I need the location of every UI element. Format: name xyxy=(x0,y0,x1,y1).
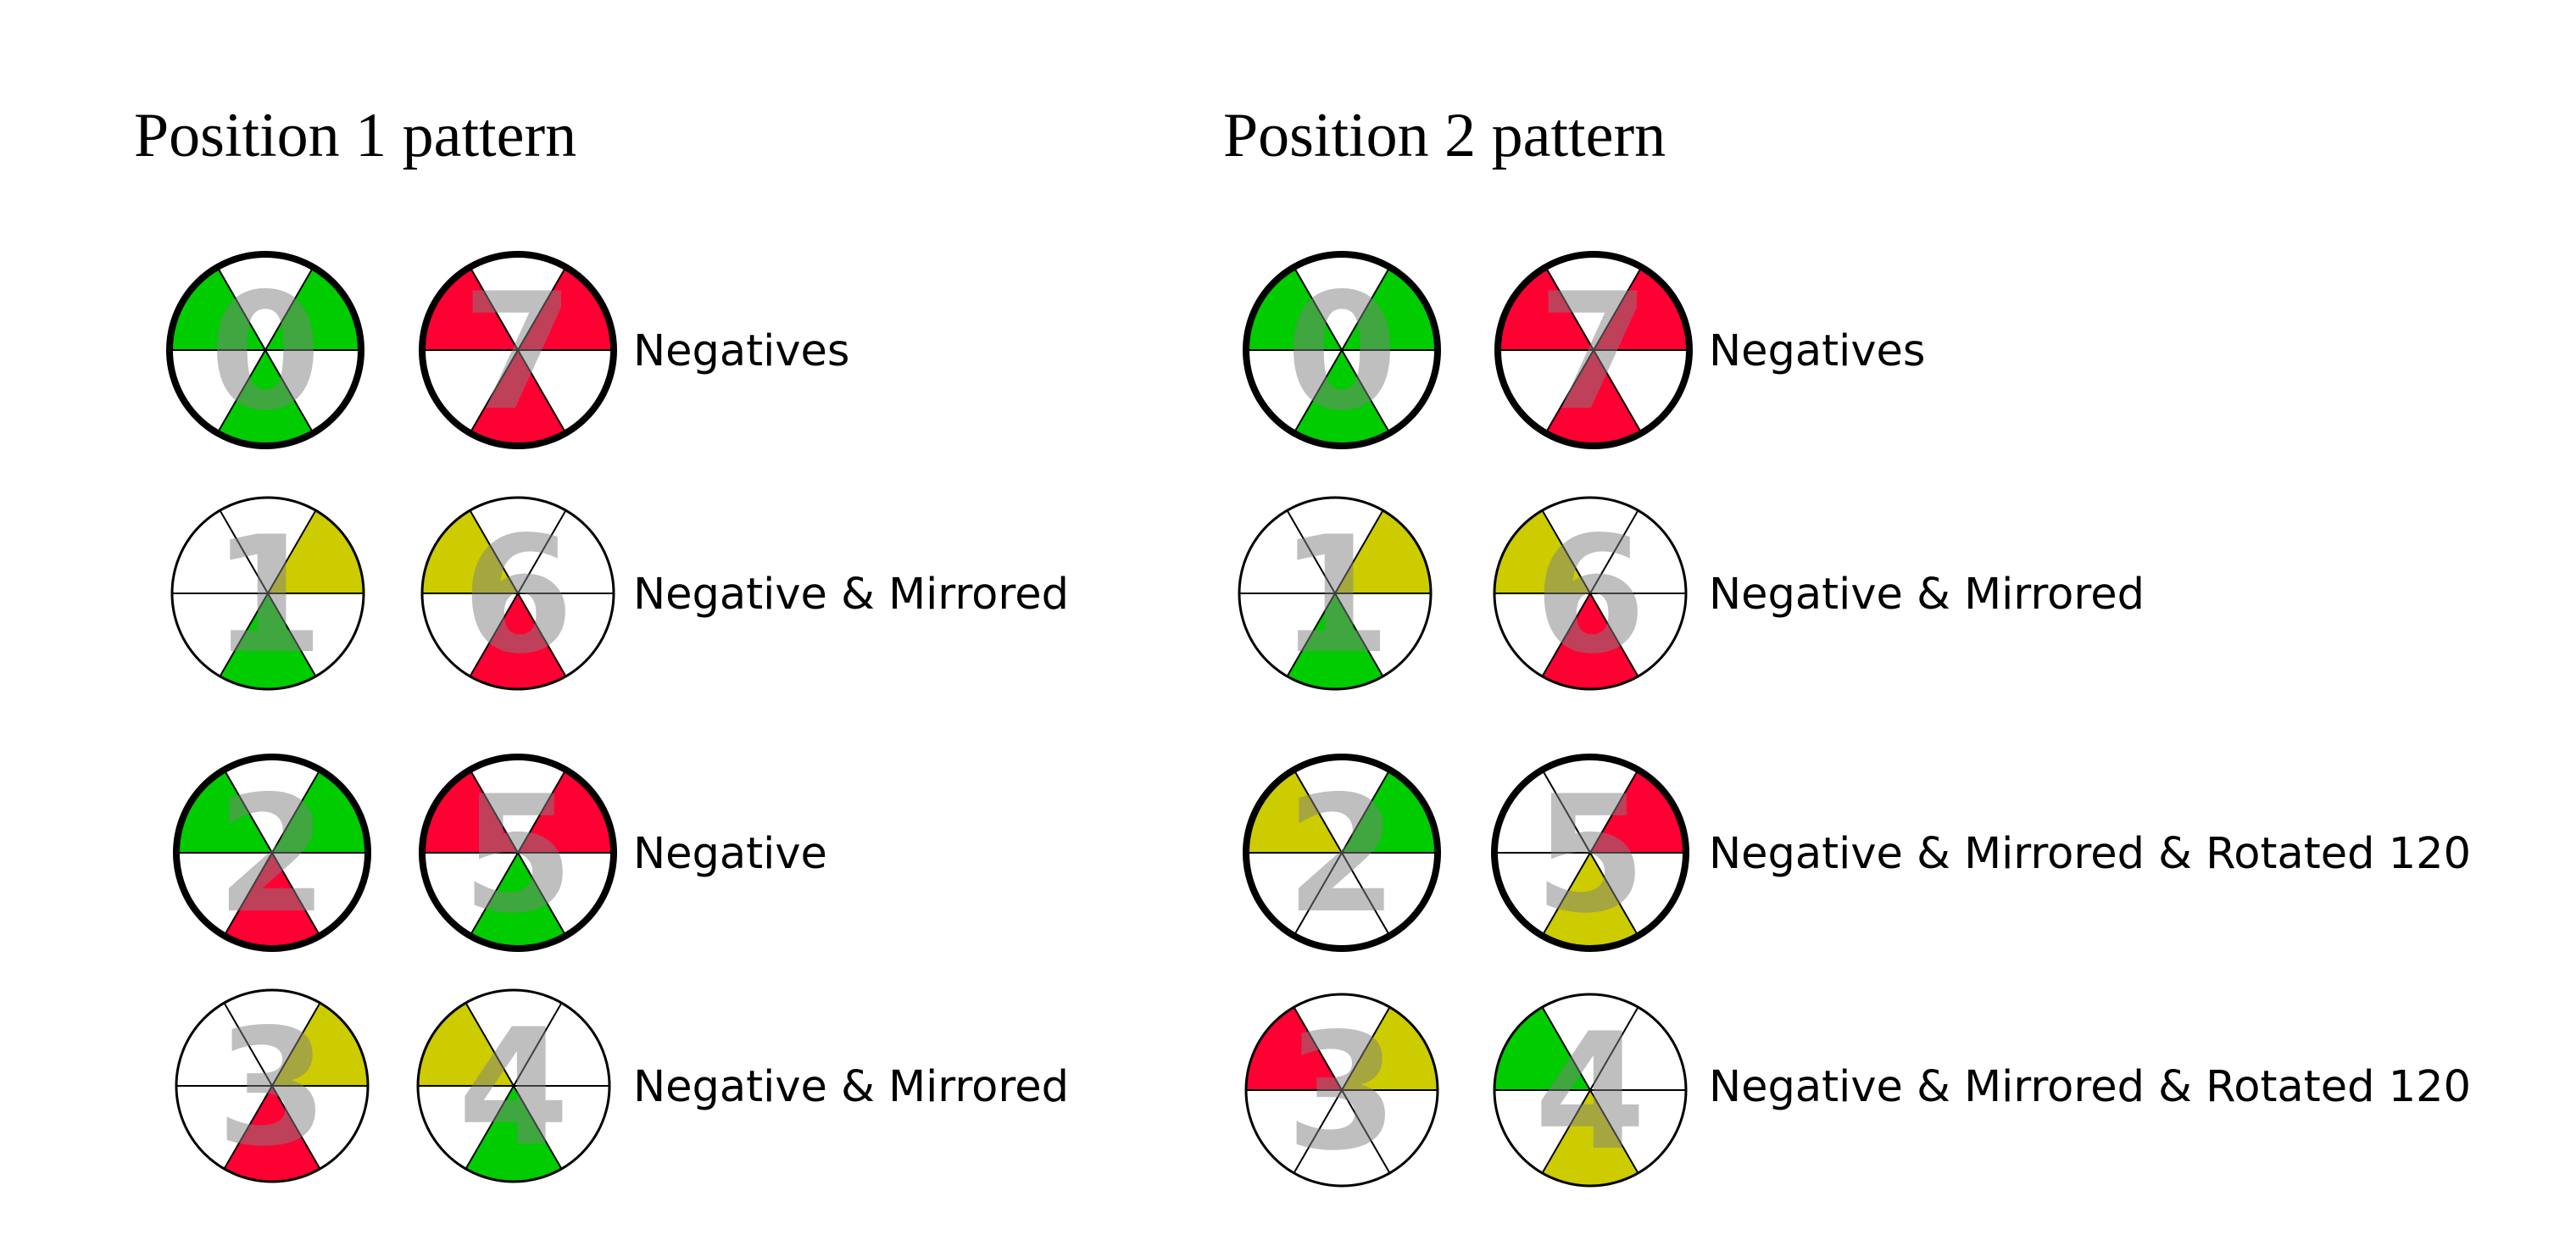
icon-3: 3 xyxy=(175,988,370,1183)
wheel-rim xyxy=(1491,754,1689,952)
sector-red xyxy=(224,853,320,949)
icon-3: 3 xyxy=(1244,993,1439,1188)
spoke-line xyxy=(1293,769,1391,937)
icon-1: 1 xyxy=(1238,496,1433,691)
wheel-digit: 0 xyxy=(209,259,321,446)
row-label: Negatives xyxy=(633,326,849,376)
row-2: 1 6 Negative & Mirrored xyxy=(1238,496,2145,691)
row-2: 1 6 Negative & Mirrored xyxy=(170,496,1069,691)
icon-2: 2 xyxy=(1243,754,1441,952)
wheel-rim xyxy=(419,251,617,449)
wheel-rim xyxy=(1244,993,1439,1188)
spoke-line xyxy=(1293,266,1391,434)
wheel-rim xyxy=(419,754,617,952)
icon-0: 0 xyxy=(166,251,364,449)
row-1: 0 7 Negatives xyxy=(1243,251,1925,449)
sector-yellow xyxy=(1542,853,1639,949)
sector-red xyxy=(1545,350,1642,446)
sector-green xyxy=(1287,593,1383,689)
sector-green xyxy=(220,593,316,689)
icon-4: 4 xyxy=(416,988,611,1183)
wheel-digit: 3 xyxy=(1286,999,1398,1186)
wheel-rim xyxy=(1238,496,1433,691)
wheel-digit: 4 xyxy=(1534,999,1646,1186)
spoke-line xyxy=(216,266,314,434)
wheel-digit: 7 xyxy=(1538,259,1650,446)
row-label: Negative & Mirrored xyxy=(1709,570,2145,620)
wheel-rim xyxy=(166,251,364,449)
sector-yellow xyxy=(1542,1090,1639,1186)
wheel-rim xyxy=(1243,251,1441,449)
icon-7: 7 xyxy=(419,251,617,449)
sector-red xyxy=(470,593,566,689)
row-label: Negative & Mirrored xyxy=(633,570,1069,620)
row-1: 0 7 Negatives xyxy=(166,251,849,449)
row-label: Negative & Mirrored xyxy=(633,1062,1069,1112)
panel-position-2: 0 7 Negatives 1 6 Negative & Mirrored 2 … xyxy=(1238,251,2471,1188)
icon-4: 4 xyxy=(1493,993,1688,1188)
wheel-digit: 1 xyxy=(212,502,324,689)
row-4: 3 4 Negative & Mirrored xyxy=(175,988,1069,1183)
sector-green xyxy=(470,853,566,949)
wheel-rim xyxy=(1494,251,1693,449)
row-label: Negative & Mirrored & Rotated 120 xyxy=(1709,829,2471,879)
row-3: 2 5 Negative xyxy=(173,754,827,952)
icon-5: 5 xyxy=(419,754,617,952)
wheel-digit: 2 xyxy=(1286,761,1398,949)
wheel-digit: 5 xyxy=(462,761,574,949)
row-label: Negatives xyxy=(1709,326,1925,376)
icon-1: 1 xyxy=(170,496,365,691)
icon-7: 7 xyxy=(1494,251,1693,449)
spoke-line xyxy=(1544,266,1643,434)
wheel-rim xyxy=(170,496,365,691)
spoke-line xyxy=(1286,509,1384,677)
panel-position-1: 0 7 Negatives 1 6 Negative & Mirrored 2 … xyxy=(166,251,1069,1183)
panel-2-title: Position 2 pattern xyxy=(1223,101,1666,170)
wheel-rim xyxy=(416,988,611,1183)
row-4: 3 4 Negative & Mirrored & Rotated 120 xyxy=(1244,993,2471,1188)
wheel-digit: 6 xyxy=(462,502,574,689)
icon-0: 0 xyxy=(1243,251,1441,449)
sector-green xyxy=(217,350,314,446)
wheel-digit: 3 xyxy=(216,994,328,1182)
wheel-rim xyxy=(175,988,370,1183)
row-label: Negative & Mirrored & Rotated 120 xyxy=(1709,1062,2471,1112)
icon-2: 2 xyxy=(173,754,371,952)
wheel-digit: 2 xyxy=(216,761,328,949)
spoke-line xyxy=(469,769,567,937)
sector-green xyxy=(465,1086,562,1182)
icon-6: 6 xyxy=(1493,496,1688,691)
sector-red xyxy=(470,350,566,446)
wheel-digit: 5 xyxy=(1534,761,1646,949)
wheel-rim xyxy=(420,496,615,691)
sector-red xyxy=(224,1086,320,1182)
spoke-line xyxy=(1541,769,1639,937)
icon-5: 5 xyxy=(1491,754,1689,952)
panel-1-title: Position 1 pattern xyxy=(134,101,576,170)
spoke-line xyxy=(469,266,567,434)
wheel-rim xyxy=(1493,496,1688,691)
spoke-line xyxy=(1541,509,1639,677)
spoke-line xyxy=(469,509,567,677)
row-3: 2 5 Negative & Mirrored & Rotated 120 xyxy=(1243,754,2471,952)
wheel-digit: 1 xyxy=(1279,502,1391,689)
wheel-digit: 4 xyxy=(458,994,570,1182)
wheel-digit: 7 xyxy=(462,259,574,446)
sector-red xyxy=(1542,593,1639,689)
spoke-line xyxy=(223,1002,321,1170)
icon-6: 6 xyxy=(420,496,615,691)
spoke-line xyxy=(223,769,321,937)
wheel-rim xyxy=(1493,993,1688,1188)
row-label: Negative xyxy=(633,829,827,879)
spoke-line xyxy=(465,1002,563,1170)
spoke-line xyxy=(1541,1006,1639,1174)
wheel-rim xyxy=(173,754,371,952)
wheel-digit: 6 xyxy=(1534,502,1646,689)
wheel-digit: 0 xyxy=(1286,259,1398,446)
spoke-line xyxy=(1293,1006,1391,1174)
sector-green xyxy=(1294,350,1390,446)
spoke-line xyxy=(219,509,317,677)
wheel-rim xyxy=(1243,754,1441,952)
